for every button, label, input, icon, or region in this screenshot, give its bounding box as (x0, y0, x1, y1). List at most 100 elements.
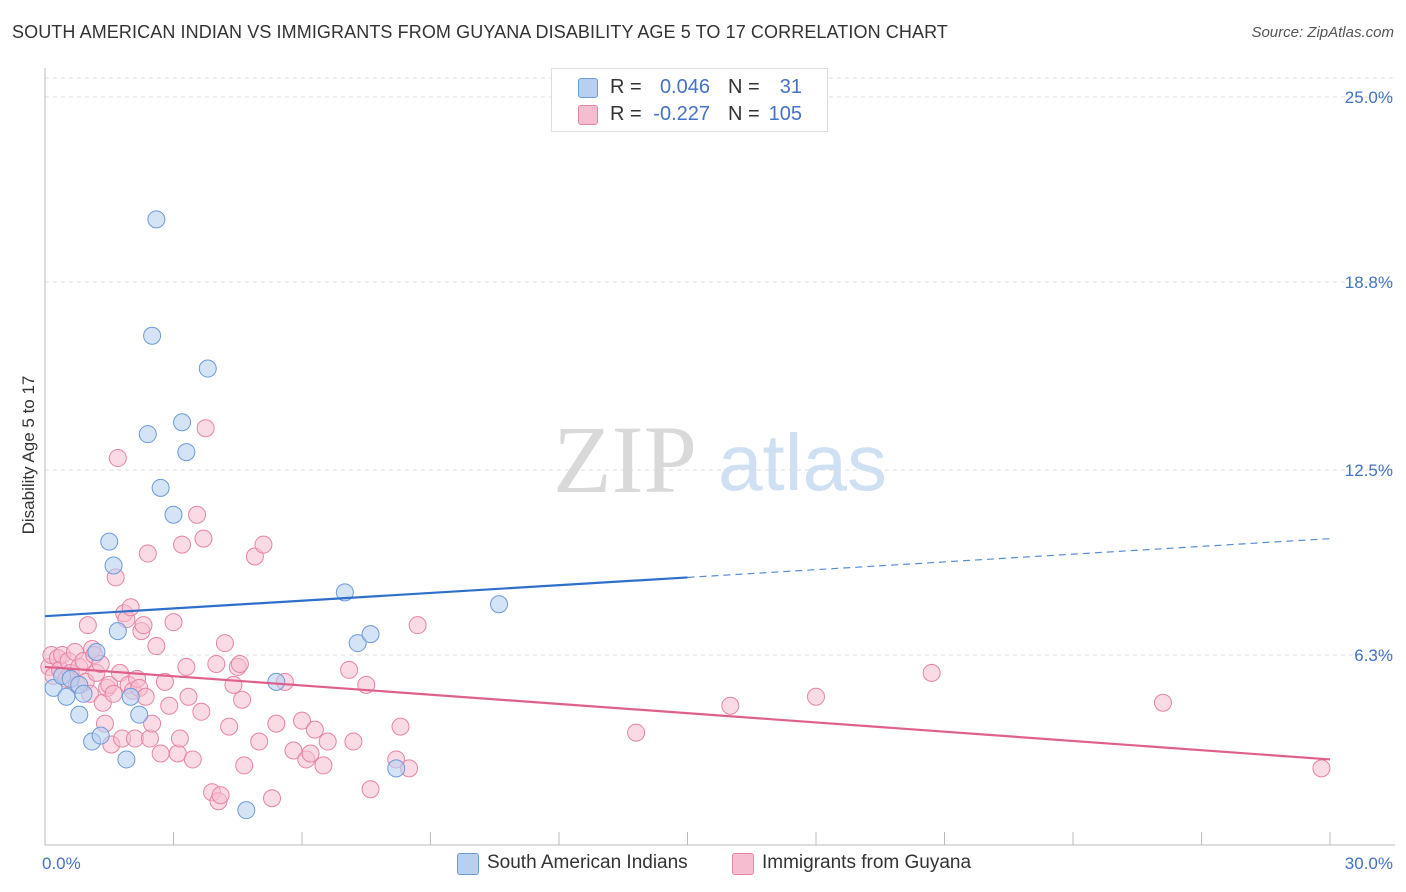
data-point (130, 705, 149, 724)
data-point (267, 714, 286, 733)
data-point (301, 744, 320, 763)
data-point (233, 690, 252, 709)
data-point (155, 672, 174, 691)
data-point (74, 684, 93, 703)
data-point (177, 657, 196, 676)
legend-row-pink: R = -0.227 N = 105 (552, 101, 827, 127)
data-point (335, 583, 354, 602)
pink-swatch (732, 853, 754, 875)
r-label: R = (610, 103, 642, 125)
y-axis-label: Disability Age 5 to 17 (19, 376, 38, 535)
data-point (340, 660, 359, 679)
x-tick-label: 30.0% (1345, 854, 1393, 873)
data-point (391, 717, 410, 736)
data-point (408, 616, 427, 635)
y-tick-label: 12.5% (1345, 461, 1393, 480)
trend-line-blue-extension (687, 538, 1331, 579)
blue-swatch (578, 78, 598, 98)
data-point (147, 637, 166, 656)
data-point (220, 717, 239, 736)
data-point (173, 413, 192, 432)
y-tick-label: 25.0% (1345, 88, 1393, 107)
data-point (57, 687, 76, 706)
data-point (207, 654, 226, 673)
data-point (194, 529, 213, 548)
data-point (224, 675, 243, 694)
data-point (121, 598, 140, 617)
data-point (87, 643, 106, 662)
n-label: N = (728, 103, 760, 125)
y-tick-label: 18.8% (1345, 273, 1393, 292)
y-tick-label: 6.3% (1354, 646, 1393, 665)
data-point (104, 556, 123, 575)
r-value: 0.046 (659, 76, 710, 98)
data-point (293, 711, 311, 730)
blue-swatch (457, 853, 479, 875)
data-point (108, 449, 127, 468)
trend-lines (44, 538, 1331, 761)
data-point (263, 789, 282, 808)
data-point (151, 478, 170, 497)
data-point (361, 780, 380, 799)
data-point (143, 326, 162, 345)
data-point (117, 750, 136, 769)
data-point (164, 613, 183, 632)
series-south-american-indians (44, 210, 509, 820)
data-point (235, 756, 254, 775)
trend-line-blue (44, 576, 688, 618)
data-point (318, 732, 337, 751)
watermark-zip: ZIP (553, 406, 697, 513)
chart-title: SOUTH AMERICAN INDIAN VS IMMIGRANTS FROM… (12, 22, 948, 42)
data-point (192, 702, 211, 721)
data-point (387, 759, 406, 778)
data-point (91, 726, 110, 745)
data-point (344, 732, 363, 751)
data-point (138, 544, 157, 563)
data-point (490, 595, 509, 614)
data-point (108, 622, 127, 641)
legend-label: South American Indians (487, 852, 688, 873)
data-point (237, 801, 256, 820)
correlation-legend: R = 0.046 N = 31 R = -0.227 N = 105 (551, 68, 828, 132)
data-point (196, 419, 215, 438)
data-point (183, 750, 202, 769)
data-point (104, 684, 123, 703)
n-label: N = (728, 76, 760, 98)
n-value: 31 (779, 76, 802, 98)
x-tick-labels: 0.0% 30.0% (42, 854, 1393, 873)
n-value: 105 (768, 103, 802, 125)
axes (44, 68, 1395, 846)
legend-label: Immigrants from Guyana (762, 852, 972, 873)
source-note: Source: ZipAtlas.com (1251, 24, 1394, 41)
data-point (627, 723, 646, 742)
grid-lines (45, 77, 1395, 656)
data-point (305, 720, 324, 739)
data-point (70, 705, 89, 724)
pink-swatch (578, 105, 598, 125)
data-point (348, 634, 367, 653)
data-point (134, 616, 153, 635)
data-point (254, 535, 273, 554)
watermark: ZIP atlas (553, 406, 887, 513)
data-point (721, 696, 740, 715)
x-tick-label: 0.0% (42, 854, 81, 873)
data-point (314, 756, 333, 775)
r-value: -0.227 (653, 103, 710, 125)
data-point (121, 687, 140, 706)
data-point (125, 729, 144, 748)
data-point (211, 786, 230, 805)
r-label: R = (610, 76, 642, 98)
data-point (147, 210, 166, 229)
data-point (188, 505, 207, 524)
legend-row-blue: R = 0.046 N = 31 (552, 74, 827, 100)
data-point (78, 616, 97, 635)
data-point (922, 663, 941, 682)
data-point (1153, 693, 1172, 712)
trend-line-pink (44, 665, 1331, 761)
data-point (267, 672, 286, 691)
data-point (361, 625, 380, 644)
data-point (136, 687, 155, 706)
data-point (807, 687, 825, 706)
data-point (179, 687, 198, 706)
data-point (1312, 759, 1331, 778)
